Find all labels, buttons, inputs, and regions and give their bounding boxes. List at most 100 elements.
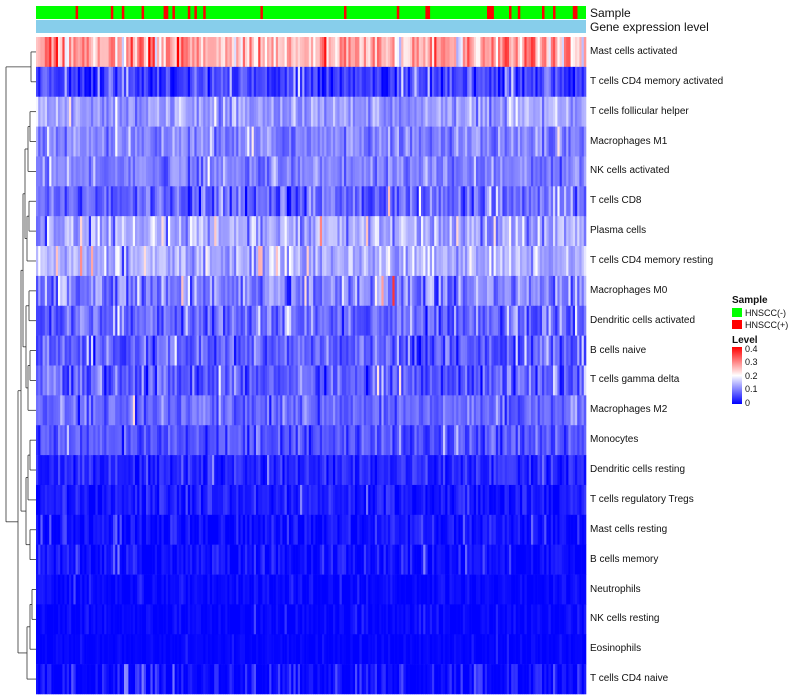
heatmap-cell (539, 484, 543, 516)
heatmap-cell (291, 574, 294, 605)
heatmap-cell (93, 365, 96, 396)
heatmap-cell (225, 305, 228, 336)
heatmap-cell (449, 66, 453, 98)
heatmap-cell (207, 37, 211, 68)
heatmap-cell (396, 37, 400, 68)
heatmap-cell (372, 275, 376, 307)
heatmap-cell (275, 455, 279, 486)
heatmap-cell (88, 96, 92, 127)
heatmap-cell (401, 66, 404, 98)
heatmap-cell (66, 514, 70, 545)
heatmap-cell (317, 514, 321, 545)
heatmap-cell (51, 455, 54, 486)
heatmap-cell (568, 66, 571, 98)
heatmap-cell (436, 514, 439, 545)
heatmap-cell (253, 156, 257, 187)
heatmap-cell (372, 574, 376, 605)
heatmap-cell (418, 275, 422, 307)
heatmap-cell (205, 425, 208, 456)
heatmap-cell (372, 66, 376, 98)
heatmap-cell (258, 484, 261, 516)
heatmap-cell (429, 455, 433, 486)
sample-positive-mark (427, 6, 431, 19)
heatmap-cell (363, 544, 367, 575)
heatmap-cell (458, 604, 461, 635)
sample-positive-mark (165, 6, 169, 19)
heatmap-cell (174, 216, 178, 247)
heatmap-cell (429, 574, 433, 605)
heatmap-cell (275, 484, 279, 516)
heatmap-cell (311, 544, 314, 575)
heatmap-cell (495, 66, 499, 98)
heatmap-cell (399, 246, 402, 277)
heatmap-cell (533, 37, 536, 68)
heatmap-cell (339, 275, 343, 307)
heatmap-cell (346, 335, 349, 366)
heatmap-cell (410, 425, 413, 456)
heatmap-cell (416, 514, 420, 545)
heatmap-cell (179, 544, 182, 575)
heatmap-cell (121, 574, 125, 605)
heatmap-cell (396, 514, 400, 545)
heatmap-cell (124, 335, 127, 366)
heatmap-cell (295, 425, 299, 456)
heatmap-cell (412, 484, 415, 516)
heatmap-cell (212, 335, 215, 366)
heatmap-cell (335, 186, 338, 217)
heatmap-cell (88, 544, 92, 575)
heatmap-cell (135, 126, 138, 157)
heatmap-cell (559, 305, 563, 336)
heatmap-cell (434, 186, 437, 217)
heatmap-cell (434, 425, 437, 456)
heatmap-cell (482, 544, 486, 575)
heatmap-cell (333, 514, 336, 545)
heatmap-cell (410, 604, 413, 635)
heatmap-cell (284, 216, 288, 247)
heatmap-cell (471, 365, 475, 396)
heatmap-cell (117, 484, 120, 516)
heatmap-cell (458, 246, 461, 277)
heatmap-cell (319, 395, 323, 426)
heatmap-cell (568, 365, 571, 396)
heatmap-cell (106, 455, 109, 486)
heatmap-cell (176, 365, 180, 396)
heatmap-cell (469, 96, 472, 127)
heatmap-cell (192, 484, 195, 516)
heatmap-cell (66, 425, 70, 456)
heatmap-cell (548, 186, 552, 217)
heatmap-cell (163, 574, 167, 605)
heatmap-cell (196, 484, 200, 516)
heatmap-cell (423, 96, 426, 127)
heatmap-cell (429, 156, 433, 187)
heatmap-cell (337, 335, 340, 366)
heatmap-cell (462, 96, 466, 127)
heatmap-cell (223, 246, 226, 277)
heatmap-cell (355, 425, 358, 456)
heatmap-cell (209, 216, 213, 247)
heatmap-cell (361, 305, 365, 336)
heatmap-cell (249, 455, 252, 486)
heatmap-cell (396, 96, 400, 127)
heatmap-cell (346, 305, 349, 336)
heatmap-cell (223, 574, 226, 605)
heatmap-cell (267, 275, 270, 307)
heatmap-cell (192, 246, 195, 277)
heatmap-cell (253, 604, 257, 635)
heatmap-cell (561, 186, 565, 217)
heatmap-cell (143, 395, 147, 426)
heatmap-cell (58, 574, 61, 605)
heatmap-cell (168, 604, 171, 635)
heatmap-cell (539, 425, 543, 456)
heatmap-cell (469, 365, 472, 396)
heatmap-cell (363, 395, 367, 426)
heatmap-cell (275, 37, 279, 68)
heatmap-cell (126, 246, 129, 277)
heatmap-cell (359, 37, 362, 68)
heatmap-cell (47, 544, 50, 575)
heatmap-cell (97, 305, 101, 336)
heatmap-cell (553, 305, 556, 336)
heatmap-cell (88, 425, 92, 456)
heatmap-cell (451, 455, 455, 486)
heatmap-cell (511, 96, 514, 127)
heatmap-cell (38, 455, 41, 486)
